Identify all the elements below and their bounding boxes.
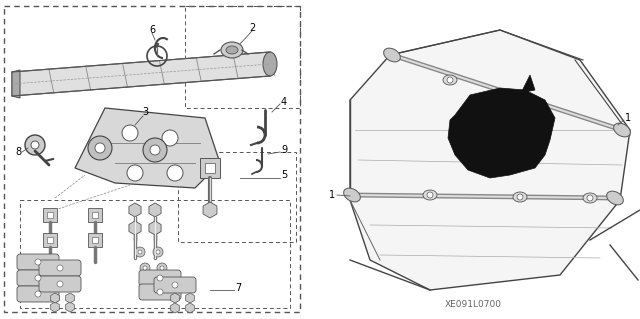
Circle shape bbox=[517, 194, 523, 200]
Polygon shape bbox=[12, 52, 270, 96]
Bar bbox=[200, 158, 220, 178]
Polygon shape bbox=[520, 75, 535, 95]
Circle shape bbox=[162, 130, 178, 146]
Circle shape bbox=[57, 265, 63, 271]
Text: XE091L0700: XE091L0700 bbox=[445, 300, 502, 309]
Bar bbox=[47, 212, 53, 218]
Circle shape bbox=[150, 145, 160, 155]
Circle shape bbox=[138, 250, 142, 254]
Text: 7: 7 bbox=[235, 283, 241, 293]
Circle shape bbox=[127, 165, 143, 181]
Bar bbox=[178, 152, 296, 242]
FancyBboxPatch shape bbox=[139, 284, 181, 300]
Circle shape bbox=[157, 263, 167, 273]
Ellipse shape bbox=[443, 75, 457, 85]
Bar bbox=[47, 237, 53, 243]
Ellipse shape bbox=[226, 46, 238, 54]
Polygon shape bbox=[75, 108, 220, 188]
Text: 9: 9 bbox=[281, 145, 287, 155]
Circle shape bbox=[447, 77, 453, 83]
Ellipse shape bbox=[221, 42, 243, 58]
Circle shape bbox=[160, 266, 164, 270]
Circle shape bbox=[95, 143, 105, 153]
Text: 1: 1 bbox=[329, 190, 335, 200]
Bar bbox=[205, 163, 215, 173]
Ellipse shape bbox=[513, 192, 527, 202]
FancyBboxPatch shape bbox=[17, 286, 59, 302]
Bar bbox=[88, 208, 102, 222]
Circle shape bbox=[25, 135, 45, 155]
Bar bbox=[4, 6, 300, 312]
FancyBboxPatch shape bbox=[39, 260, 81, 276]
Circle shape bbox=[527, 105, 533, 111]
Circle shape bbox=[35, 291, 41, 297]
FancyBboxPatch shape bbox=[17, 254, 59, 270]
Circle shape bbox=[587, 195, 593, 201]
Circle shape bbox=[31, 141, 39, 149]
Circle shape bbox=[167, 165, 183, 181]
Bar bbox=[92, 212, 98, 218]
Circle shape bbox=[156, 250, 160, 254]
Circle shape bbox=[143, 138, 167, 162]
Polygon shape bbox=[350, 30, 630, 290]
Circle shape bbox=[122, 125, 138, 141]
Circle shape bbox=[157, 289, 163, 295]
Ellipse shape bbox=[344, 188, 360, 202]
Bar bbox=[43, 233, 57, 247]
Circle shape bbox=[135, 247, 145, 257]
Circle shape bbox=[143, 266, 147, 270]
FancyBboxPatch shape bbox=[139, 270, 181, 286]
Text: 5: 5 bbox=[281, 170, 287, 180]
Polygon shape bbox=[448, 88, 555, 178]
Circle shape bbox=[172, 282, 178, 288]
Text: 4: 4 bbox=[281, 97, 287, 107]
FancyBboxPatch shape bbox=[39, 276, 81, 292]
Text: 1: 1 bbox=[625, 113, 631, 123]
Ellipse shape bbox=[614, 123, 630, 137]
Text: 8: 8 bbox=[15, 147, 21, 157]
Polygon shape bbox=[12, 70, 20, 98]
Bar bbox=[43, 208, 57, 222]
Circle shape bbox=[140, 263, 150, 273]
Ellipse shape bbox=[523, 103, 537, 113]
Circle shape bbox=[88, 136, 112, 160]
Circle shape bbox=[35, 275, 41, 281]
Ellipse shape bbox=[607, 191, 623, 205]
Circle shape bbox=[57, 281, 63, 287]
Circle shape bbox=[157, 275, 163, 281]
Text: 2: 2 bbox=[249, 23, 255, 33]
Text: 3: 3 bbox=[142, 107, 148, 117]
FancyBboxPatch shape bbox=[154, 277, 196, 293]
Ellipse shape bbox=[423, 190, 437, 200]
Bar bbox=[92, 237, 98, 243]
Ellipse shape bbox=[383, 48, 401, 62]
Text: 6: 6 bbox=[149, 25, 155, 35]
Bar bbox=[20, 200, 290, 308]
FancyBboxPatch shape bbox=[17, 270, 59, 286]
Ellipse shape bbox=[263, 52, 277, 76]
Ellipse shape bbox=[583, 193, 597, 203]
Circle shape bbox=[153, 247, 163, 257]
Circle shape bbox=[35, 259, 41, 265]
Circle shape bbox=[427, 192, 433, 198]
Bar bbox=[88, 233, 102, 247]
Bar bbox=[185, 6, 300, 108]
